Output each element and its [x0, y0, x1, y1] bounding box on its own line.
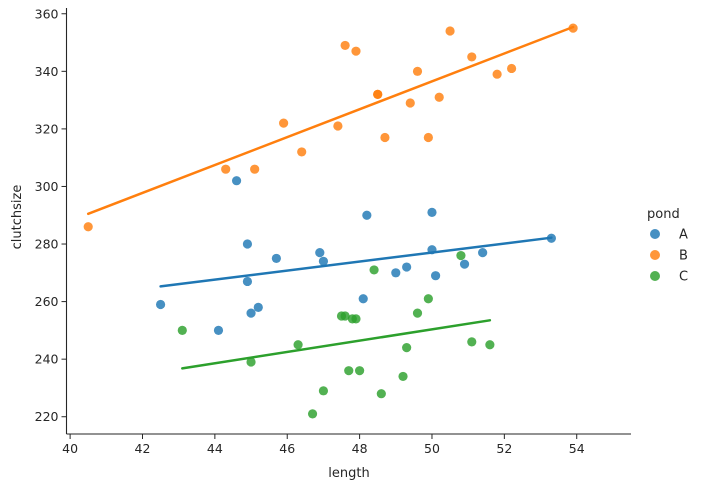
data-point: [376, 389, 386, 399]
data-point: [369, 265, 379, 275]
data-point: [459, 259, 470, 269]
data-point: [430, 271, 441, 281]
legend-label: B: [679, 249, 688, 264]
data-point: [307, 409, 318, 419]
data-point: [242, 276, 253, 287]
y-tick-label: 320: [35, 121, 59, 136]
regression-line: [86, 25, 575, 216]
data-point: [362, 210, 372, 220]
y-tick-label: 220: [35, 409, 59, 424]
y-axis: 220 240 260 280 300 320 340 360: [35, 6, 68, 434]
legend: pond ABC: [647, 207, 688, 285]
data-point: [467, 337, 477, 347]
data-point: [402, 262, 412, 272]
data-point: [412, 66, 423, 76]
data-point: [412, 308, 423, 318]
x-tick-label: 54: [569, 441, 585, 456]
x-tick-label: 52: [496, 441, 512, 456]
data-point: [271, 253, 281, 264]
data-point: [456, 250, 466, 261]
legend-title: pond: [647, 207, 680, 222]
data-point: [340, 40, 350, 51]
x-tick-label: 40: [62, 441, 78, 456]
legend-marker: [650, 271, 660, 281]
y-tick-label: 280: [35, 237, 59, 252]
data-point: [434, 92, 444, 102]
data-point: [231, 176, 242, 186]
legend-label: A: [679, 228, 688, 243]
data-point: [423, 132, 433, 143]
data-point: [402, 343, 412, 353]
y-axis-title: clutchsize: [10, 185, 25, 250]
data-point: [351, 314, 361, 324]
data-point: [398, 371, 408, 382]
data-point: [83, 222, 93, 232]
data-point: [293, 340, 303, 350]
x-axis: 40 42 44 46 48 50 52 54: [62, 433, 631, 456]
data-point: [351, 46, 361, 56]
data-point: [297, 147, 307, 157]
data-point: [344, 366, 354, 376]
x-tick-label: 50: [424, 441, 440, 456]
data-point: [213, 325, 224, 335]
legend-label: C: [679, 270, 688, 285]
data-point: [253, 302, 263, 312]
regression-line: [181, 319, 492, 370]
x-tick-label: 46: [279, 441, 295, 456]
data-point: [391, 268, 401, 278]
y-tick-label: 360: [35, 6, 59, 21]
data-point: [333, 121, 343, 131]
data-point: [355, 366, 365, 376]
x-tick-label: 44: [207, 441, 223, 456]
data-point: [250, 164, 260, 174]
data-point: [318, 386, 329, 396]
data-point: [246, 308, 256, 318]
y-tick-label: 260: [35, 294, 59, 309]
data-point: [315, 248, 325, 258]
data-point: [246, 357, 256, 367]
y-tick-label: 300: [35, 179, 59, 194]
data-point: [405, 98, 415, 108]
data-point: [318, 256, 329, 266]
data-point: [445, 26, 455, 36]
y-tick-label: 340: [35, 64, 59, 79]
series-C: [177, 250, 495, 419]
y-tick-label: 240: [35, 352, 59, 367]
data-point: [373, 89, 383, 99]
data-point: [423, 294, 433, 304]
regression-line: [159, 236, 553, 288]
data-point: [478, 248, 488, 258]
series-A: [155, 176, 556, 335]
legend-marker: [650, 250, 660, 260]
data-point: [358, 294, 368, 304]
data-point: [221, 164, 231, 174]
data-point: [485, 340, 495, 350]
plot-area: [83, 23, 578, 419]
data-point: [242, 239, 253, 249]
x-tick-label: 42: [135, 441, 151, 456]
series-B: [83, 23, 578, 232]
data-point: [177, 325, 187, 335]
legend-marker: [650, 229, 660, 239]
data-point: [467, 52, 477, 62]
data-point: [155, 299, 166, 310]
data-point: [380, 132, 390, 143]
data-point: [427, 207, 437, 217]
data-point: [492, 69, 502, 79]
x-axis-title: length: [328, 466, 369, 481]
x-tick-label: 48: [352, 441, 368, 456]
data-point: [279, 118, 289, 128]
data-point: [340, 311, 350, 321]
data-point: [506, 63, 517, 74]
